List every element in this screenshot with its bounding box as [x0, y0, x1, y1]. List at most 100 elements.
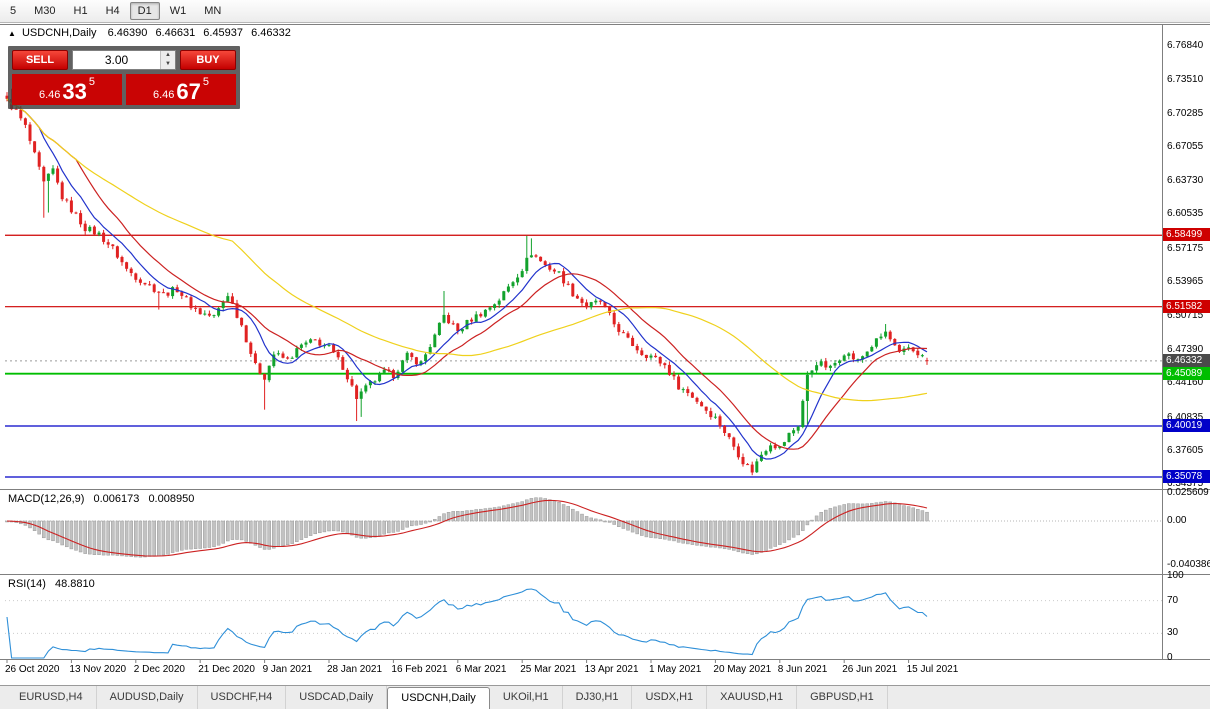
candle-body — [442, 314, 446, 323]
candle-body — [460, 329, 464, 332]
time-axis-label: 9 Jan 2021 — [262, 664, 313, 675]
macd-histogram-bar — [253, 520, 258, 546]
candle-body — [727, 433, 731, 438]
rsi-label: RSI(14) 48.8810 — [8, 578, 101, 590]
macd-histogram-bar — [345, 520, 350, 534]
symbol-tab-audusd[interactable]: AUDUSD,Daily — [97, 686, 198, 709]
macd-histogram-bar — [598, 519, 603, 522]
time-axis-label: 15 Jul 2021 — [906, 664, 959, 675]
candle-body — [14, 108, 18, 110]
buy-quote[interactable]: 6.46 67 5 — [126, 74, 236, 105]
macd-histogram-bar — [111, 520, 115, 556]
symbol-tab-usdx[interactable]: USDX,H1 — [632, 686, 708, 709]
macd-histogram-bar — [594, 518, 598, 522]
macd-histogram-bar — [101, 520, 106, 556]
candle-body — [180, 292, 184, 296]
candle-body — [562, 271, 566, 284]
collapse-icon[interactable]: ▲ — [8, 29, 16, 38]
timeframe-button-h4[interactable]: H4 — [105, 5, 120, 17]
candle-body — [851, 353, 855, 360]
candle-body — [373, 381, 377, 383]
spinner-down-icon[interactable]: ▼ — [165, 61, 171, 67]
timeframe-button-h1[interactable]: H1 — [73, 5, 88, 17]
timeframe-button-mn[interactable]: MN — [204, 5, 222, 17]
symbol-tab-ukoil[interactable]: UKOil,H1 — [490, 686, 563, 709]
candle-body — [286, 357, 290, 359]
macd-histogram-bar — [483, 508, 488, 522]
symbol-tab-eurusd[interactable]: EURUSD,H4 — [6, 686, 97, 709]
macd-histogram-bar — [387, 520, 391, 534]
candle-body — [42, 166, 46, 182]
macd-histogram-bar — [856, 503, 860, 522]
macd-histogram-bar — [897, 504, 902, 522]
sell-quote[interactable]: 6.46 33 5 — [12, 74, 122, 105]
timeframe-button-5[interactable]: 5 — [10, 5, 17, 17]
macd-histogram-bar — [97, 520, 101, 555]
candle-body — [635, 346, 639, 351]
volume-value[interactable]: 3.00 — [104, 53, 129, 67]
candle-body — [516, 277, 520, 283]
volume-input[interactable]: 3.00 ▲ ▼ — [72, 50, 176, 70]
macd-histogram-bar — [129, 520, 133, 557]
candle-body — [778, 446, 782, 449]
spinner-up-icon[interactable]: ▲ — [165, 52, 171, 58]
macd-histogram-bar — [870, 503, 874, 522]
price-axis-label: 6.37605 — [1167, 445, 1204, 456]
macd-histogram-bar — [874, 502, 879, 522]
candle-body — [557, 271, 561, 273]
time-axis-label: 20 May 2021 — [713, 664, 772, 675]
candle-body — [143, 282, 147, 285]
macd-histogram-bar — [561, 504, 566, 522]
price-axis-label: 6.53965 — [1167, 276, 1204, 287]
timeframe-button-w1[interactable]: W1 — [169, 5, 187, 17]
timeframe-button-d1[interactable]: D1 — [129, 2, 160, 20]
candle-body — [378, 373, 382, 382]
macd-histogram-bar — [106, 520, 110, 556]
candle-body — [37, 152, 41, 167]
candle-body — [529, 255, 533, 258]
candle-body — [865, 351, 869, 357]
symbol-tab-dj30[interactable]: DJ30,H1 — [563, 686, 633, 709]
chart-title: USDCNH,Daily — [21, 27, 97, 39]
price-axis-label: 6.63730 — [1167, 175, 1204, 186]
candle-body — [83, 223, 87, 232]
symbol-tab-usdchf[interactable]: USDCHF,H4 — [198, 686, 287, 709]
macd-histogram-bar — [520, 501, 524, 522]
macd-histogram-bar — [276, 520, 281, 548]
symbol-tab-gbpusd[interactable]: GBPUSD,H1 — [797, 686, 888, 709]
candle-body — [677, 376, 681, 390]
macd-histogram-bar — [699, 520, 704, 547]
candle-body — [350, 379, 354, 386]
candle-body — [134, 273, 138, 280]
volume-spinner[interactable]: ▲ ▼ — [160, 51, 175, 69]
timeframe-button-m30[interactable]: M30 — [34, 5, 56, 17]
macd-histogram-bar — [391, 520, 396, 533]
rsi-scale-label: 70 — [1167, 595, 1179, 606]
symbol-tab-xauusd[interactable]: XAUUSD,H1 — [707, 686, 798, 709]
macd-histogram-bar — [796, 520, 800, 536]
candle-body — [276, 353, 280, 355]
macd-histogram-bar — [368, 520, 373, 538]
macd-value-main: 0.006173 — [93, 493, 140, 505]
candle-body — [60, 182, 64, 200]
macd-histogram-bar — [290, 520, 294, 544]
candle-body — [424, 354, 428, 362]
macd-histogram-bar — [184, 520, 189, 550]
symbol-tab-usdcnh[interactable]: USDCNH,Daily — [387, 687, 490, 709]
macd-histogram-bar — [916, 509, 920, 522]
candle-body — [566, 283, 570, 285]
macd-histogram-bar — [396, 520, 400, 532]
candle-body — [907, 347, 911, 349]
macd-histogram-bar — [74, 520, 78, 551]
candle-body — [598, 300, 602, 302]
macd-histogram-bar — [644, 520, 649, 538]
macd-histogram-bar — [203, 520, 207, 549]
macd-label: MACD(12,26,9) 0.006173 0.008950 — [8, 493, 200, 505]
sell-button[interactable]: SELL — [12, 50, 68, 70]
macd-histogram-bar — [373, 520, 377, 538]
symbol-tab-usdcad[interactable]: USDCAD,Daily — [286, 686, 388, 709]
buy-button[interactable]: BUY — [180, 50, 236, 70]
candle-body — [161, 292, 165, 294]
macd-histogram-bar — [120, 520, 124, 557]
